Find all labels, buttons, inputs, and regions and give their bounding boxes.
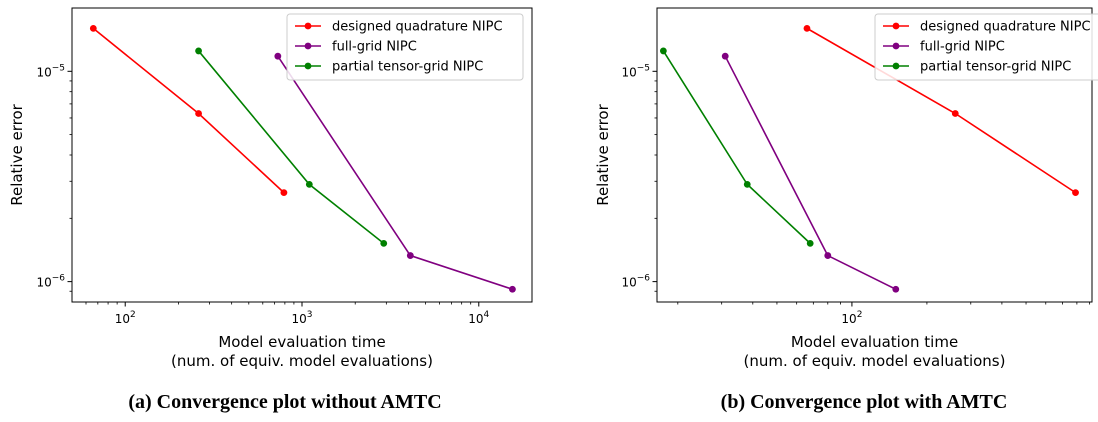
data-point <box>721 52 729 60</box>
x-tick-label: 102 <box>115 310 136 326</box>
legend-marker <box>892 22 900 30</box>
series-line <box>277 55 513 290</box>
y-tick-label: 10−5 <box>621 63 650 79</box>
legend-marker <box>892 42 900 50</box>
x-axis-label-sub: (num. of equiv. model evaluations) <box>744 352 1006 370</box>
legend-marker <box>304 22 312 30</box>
data-point <box>743 180 751 188</box>
legend-label: designed quadrature NIPC <box>920 20 1091 35</box>
data-point <box>951 110 959 117</box>
data-point <box>509 285 516 293</box>
y-tick-label: 10−5 <box>36 63 65 79</box>
legend-box <box>286 13 524 81</box>
data-point <box>803 24 811 32</box>
y-axis-label: Relative error <box>8 103 26 205</box>
x-tick-label: 102 <box>841 310 862 326</box>
y-tick-label: 10−6 <box>621 274 650 290</box>
x-tick-label: 103 <box>291 310 312 326</box>
data-point <box>89 24 97 32</box>
data-point <box>824 252 832 259</box>
x-axis-label: Model evaluation time <box>791 333 958 351</box>
legend-box <box>874 13 1098 81</box>
legend-label: full-grid NIPC <box>332 40 417 55</box>
data-point <box>892 285 900 293</box>
chart-panel-b: 102 10−6 10−5 Model evaluation time(num. of… <box>594 7 1098 413</box>
data-point <box>806 239 814 247</box>
series-line <box>92 27 285 194</box>
x-axis-label: Model evaluation time <box>218 333 385 351</box>
chart-panel-a: 102 103 104 10−6 10−5 Model evaluation time(n… <box>8 7 533 413</box>
y-axis-label: Relative error <box>594 103 612 205</box>
figure-caption: (b) Convergence plot with AMTC <box>721 391 1008 413</box>
data-point <box>195 47 202 55</box>
data-point <box>406 252 414 259</box>
legend-label: partial tensor-grid NIPC <box>332 60 483 75</box>
legend-label: designed quadrature NIPC <box>332 20 503 35</box>
legend-marker <box>304 42 312 50</box>
figure-caption: (a) Convergence plot without AMTC <box>128 391 441 413</box>
series-line <box>724 55 897 290</box>
data-point <box>280 189 288 197</box>
data-point <box>274 52 282 60</box>
y-tick-label: 10−6 <box>36 274 65 290</box>
data-point <box>1072 189 1079 197</box>
x-tick-label: 104 <box>468 310 489 326</box>
legend-marker <box>304 62 312 70</box>
legend-label: partial tensor-grid NIPC <box>920 60 1071 75</box>
data-point <box>195 110 202 117</box>
data-point <box>305 180 313 188</box>
data-point <box>380 239 388 247</box>
x-axis-label-sub: (num. of equiv. model evaluations) <box>171 352 433 370</box>
legend-marker <box>892 62 900 70</box>
legend-label: full-grid NIPC <box>920 40 1005 55</box>
data-point <box>659 47 667 55</box>
